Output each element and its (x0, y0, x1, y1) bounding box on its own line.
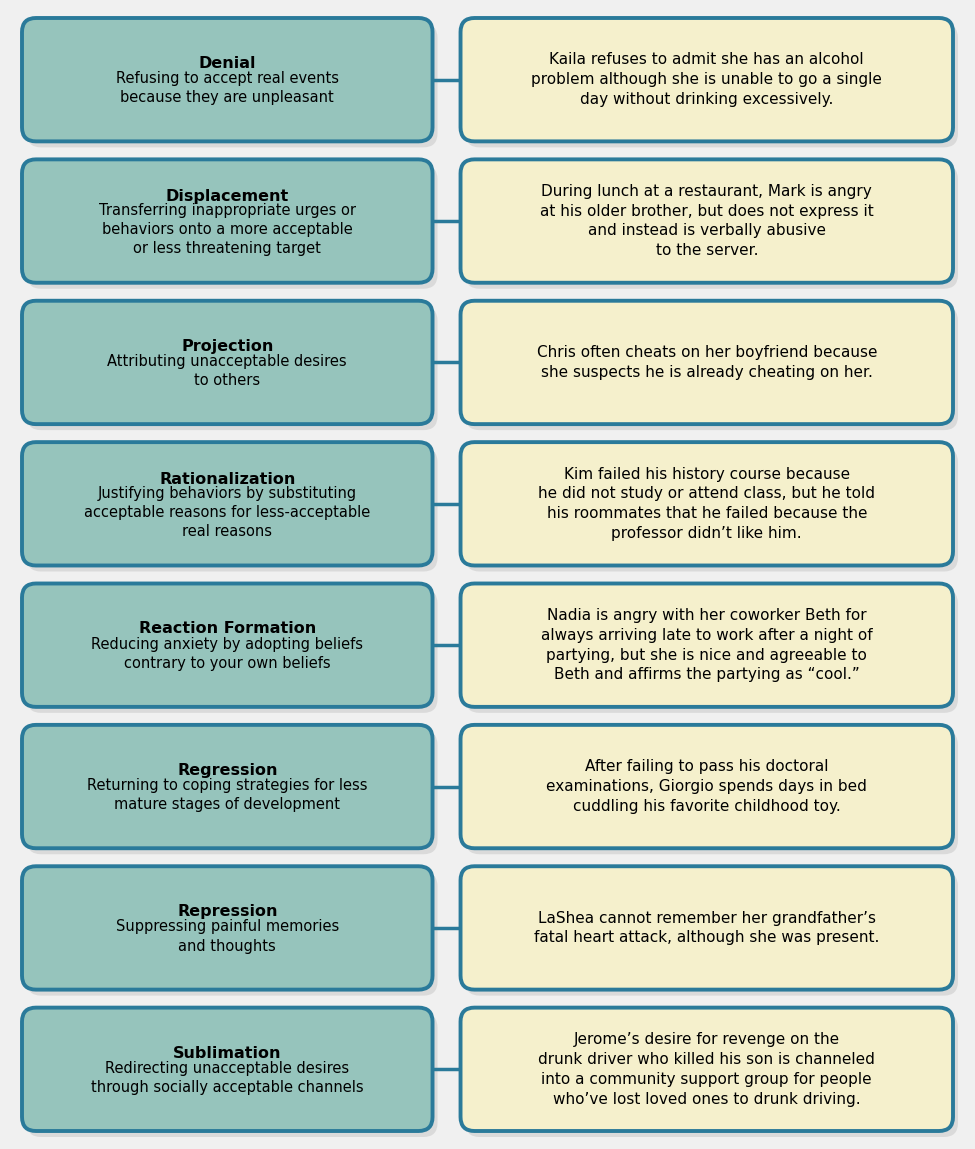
FancyBboxPatch shape (27, 165, 438, 288)
Text: Suppressing painful memories
and thoughts: Suppressing painful memories and thought… (116, 919, 339, 954)
Text: Kim failed his history course because
he did not study or attend class, but he t: Kim failed his history course because he… (538, 466, 876, 541)
FancyBboxPatch shape (27, 448, 438, 571)
FancyBboxPatch shape (22, 866, 433, 989)
FancyBboxPatch shape (27, 307, 438, 430)
FancyBboxPatch shape (22, 442, 433, 565)
Text: Denial: Denial (199, 56, 256, 71)
FancyBboxPatch shape (460, 725, 953, 848)
FancyBboxPatch shape (27, 589, 438, 712)
Text: Rationalization: Rationalization (159, 472, 295, 487)
FancyBboxPatch shape (465, 872, 958, 996)
FancyBboxPatch shape (460, 301, 953, 424)
FancyBboxPatch shape (465, 165, 958, 288)
Text: Jerome’s desire for revenge on the
drunk driver who killed his son is channeled
: Jerome’s desire for revenge on the drunk… (538, 1032, 876, 1106)
FancyBboxPatch shape (460, 160, 953, 283)
FancyBboxPatch shape (22, 160, 433, 283)
FancyBboxPatch shape (27, 24, 438, 147)
FancyBboxPatch shape (460, 866, 953, 989)
Text: After failing to pass his doctoral
examinations, Giorgio spends days in bed
cudd: After failing to pass his doctoral exami… (546, 759, 867, 813)
FancyBboxPatch shape (22, 301, 433, 424)
Text: Nadia is angry with her coworker Beth for
always arriving late to work after a n: Nadia is angry with her coworker Beth fo… (541, 608, 873, 683)
Text: Justifying behaviors by substituting
acceptable reasons for less-acceptable
real: Justifying behaviors by substituting acc… (84, 486, 370, 539)
Text: Reaction Formation: Reaction Formation (138, 622, 316, 637)
FancyBboxPatch shape (465, 589, 958, 712)
FancyBboxPatch shape (27, 872, 438, 996)
Text: LaShea cannot remember her grandfather’s
fatal heart attack, although she was pr: LaShea cannot remember her grandfather’s… (534, 910, 879, 946)
FancyBboxPatch shape (27, 1013, 438, 1138)
FancyBboxPatch shape (27, 731, 438, 854)
Text: Projection: Projection (181, 339, 273, 354)
Text: Reducing anxiety by adopting beliefs
contrary to your own beliefs: Reducing anxiety by adopting beliefs con… (92, 637, 364, 671)
Text: Regression: Regression (177, 763, 278, 778)
Text: Attributing unacceptable desires
to others: Attributing unacceptable desires to othe… (107, 354, 347, 388)
FancyBboxPatch shape (465, 307, 958, 430)
Text: Displacement: Displacement (166, 190, 289, 205)
FancyBboxPatch shape (465, 1013, 958, 1138)
FancyBboxPatch shape (460, 1008, 953, 1131)
Text: Repression: Repression (177, 904, 278, 919)
FancyBboxPatch shape (465, 24, 958, 147)
FancyBboxPatch shape (465, 448, 958, 571)
Text: Redirecting unacceptable desires
through socially acceptable channels: Redirecting unacceptable desires through… (91, 1061, 364, 1095)
FancyBboxPatch shape (22, 584, 433, 707)
Text: Returning to coping strategies for less
mature stages of development: Returning to coping strategies for less … (87, 778, 368, 812)
Text: During lunch at a restaurant, Mark is angry
at his older brother, but does not e: During lunch at a restaurant, Mark is an… (540, 184, 874, 259)
Text: Chris often cheats on her boyfriend because
she suspects he is already cheating : Chris often cheats on her boyfriend beca… (536, 345, 878, 380)
FancyBboxPatch shape (22, 1008, 433, 1131)
FancyBboxPatch shape (460, 18, 953, 141)
Text: Sublimation: Sublimation (173, 1046, 282, 1061)
FancyBboxPatch shape (22, 18, 433, 141)
FancyBboxPatch shape (22, 725, 433, 848)
Text: Transferring inappropriate urges or
behaviors onto a more acceptable
or less thr: Transferring inappropriate urges or beha… (98, 203, 356, 256)
FancyBboxPatch shape (465, 731, 958, 854)
Text: Refusing to accept real events
because they are unpleasant: Refusing to accept real events because t… (116, 71, 338, 106)
Text: Kaila refuses to admit she has an alcohol
problem although she is unable to go a: Kaila refuses to admit she has an alcoho… (531, 53, 882, 107)
FancyBboxPatch shape (460, 442, 953, 565)
FancyBboxPatch shape (460, 584, 953, 707)
